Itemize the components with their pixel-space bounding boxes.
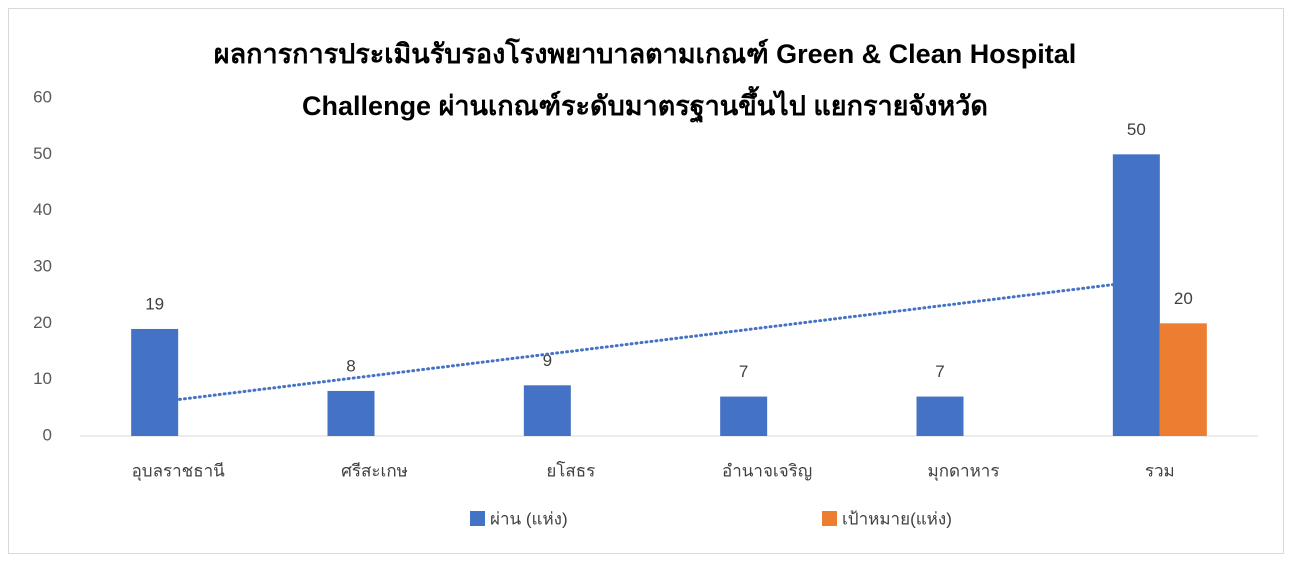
bar xyxy=(916,396,964,436)
x-tick-label: ยโสธร xyxy=(546,460,595,480)
bar xyxy=(327,390,375,436)
y-tick-label: 40 xyxy=(33,200,52,219)
bar xyxy=(523,385,571,436)
y-tick-label: 50 xyxy=(33,144,52,163)
x-tick-label: รวม xyxy=(1145,461,1175,480)
trendline xyxy=(153,280,1138,404)
chart-title: ผลการการประเมินรับรองโรงพยาบาลตามเกณฑ์ G… xyxy=(213,39,1077,121)
data-label: 19 xyxy=(145,294,164,313)
x-tick-label: มุกดาหาร xyxy=(928,461,1000,481)
bar xyxy=(720,396,768,436)
x-tick-label: อำนาจเจริญ xyxy=(722,461,812,480)
data-label: 7 xyxy=(935,362,944,381)
chart-border xyxy=(8,8,1284,554)
x-tick-label: อุบลราชธานี xyxy=(132,461,226,481)
bar xyxy=(1159,323,1207,436)
y-tick-label: 0 xyxy=(43,425,52,444)
bar xyxy=(131,328,179,436)
legend-swatch xyxy=(470,511,485,526)
data-label: 7 xyxy=(739,362,748,381)
data-label: 20 xyxy=(1174,289,1193,308)
y-tick-label: 10 xyxy=(33,369,52,388)
y-tick-label: 30 xyxy=(33,256,52,275)
y-tick-label: 20 xyxy=(33,313,52,332)
data-label: 8 xyxy=(346,356,355,375)
bar xyxy=(1112,154,1160,437)
data-label: 9 xyxy=(543,351,552,370)
legend-swatch xyxy=(822,511,837,526)
data-label: 50 xyxy=(1127,120,1146,139)
x-tick-label: ศรีสะเกษ xyxy=(341,461,408,480)
legend-label: ผ่าน (แห่ง) xyxy=(490,509,568,528)
y-tick-label: 60 xyxy=(33,87,52,106)
legend-label: เป้าหมาย(แห่ง) xyxy=(842,509,952,528)
